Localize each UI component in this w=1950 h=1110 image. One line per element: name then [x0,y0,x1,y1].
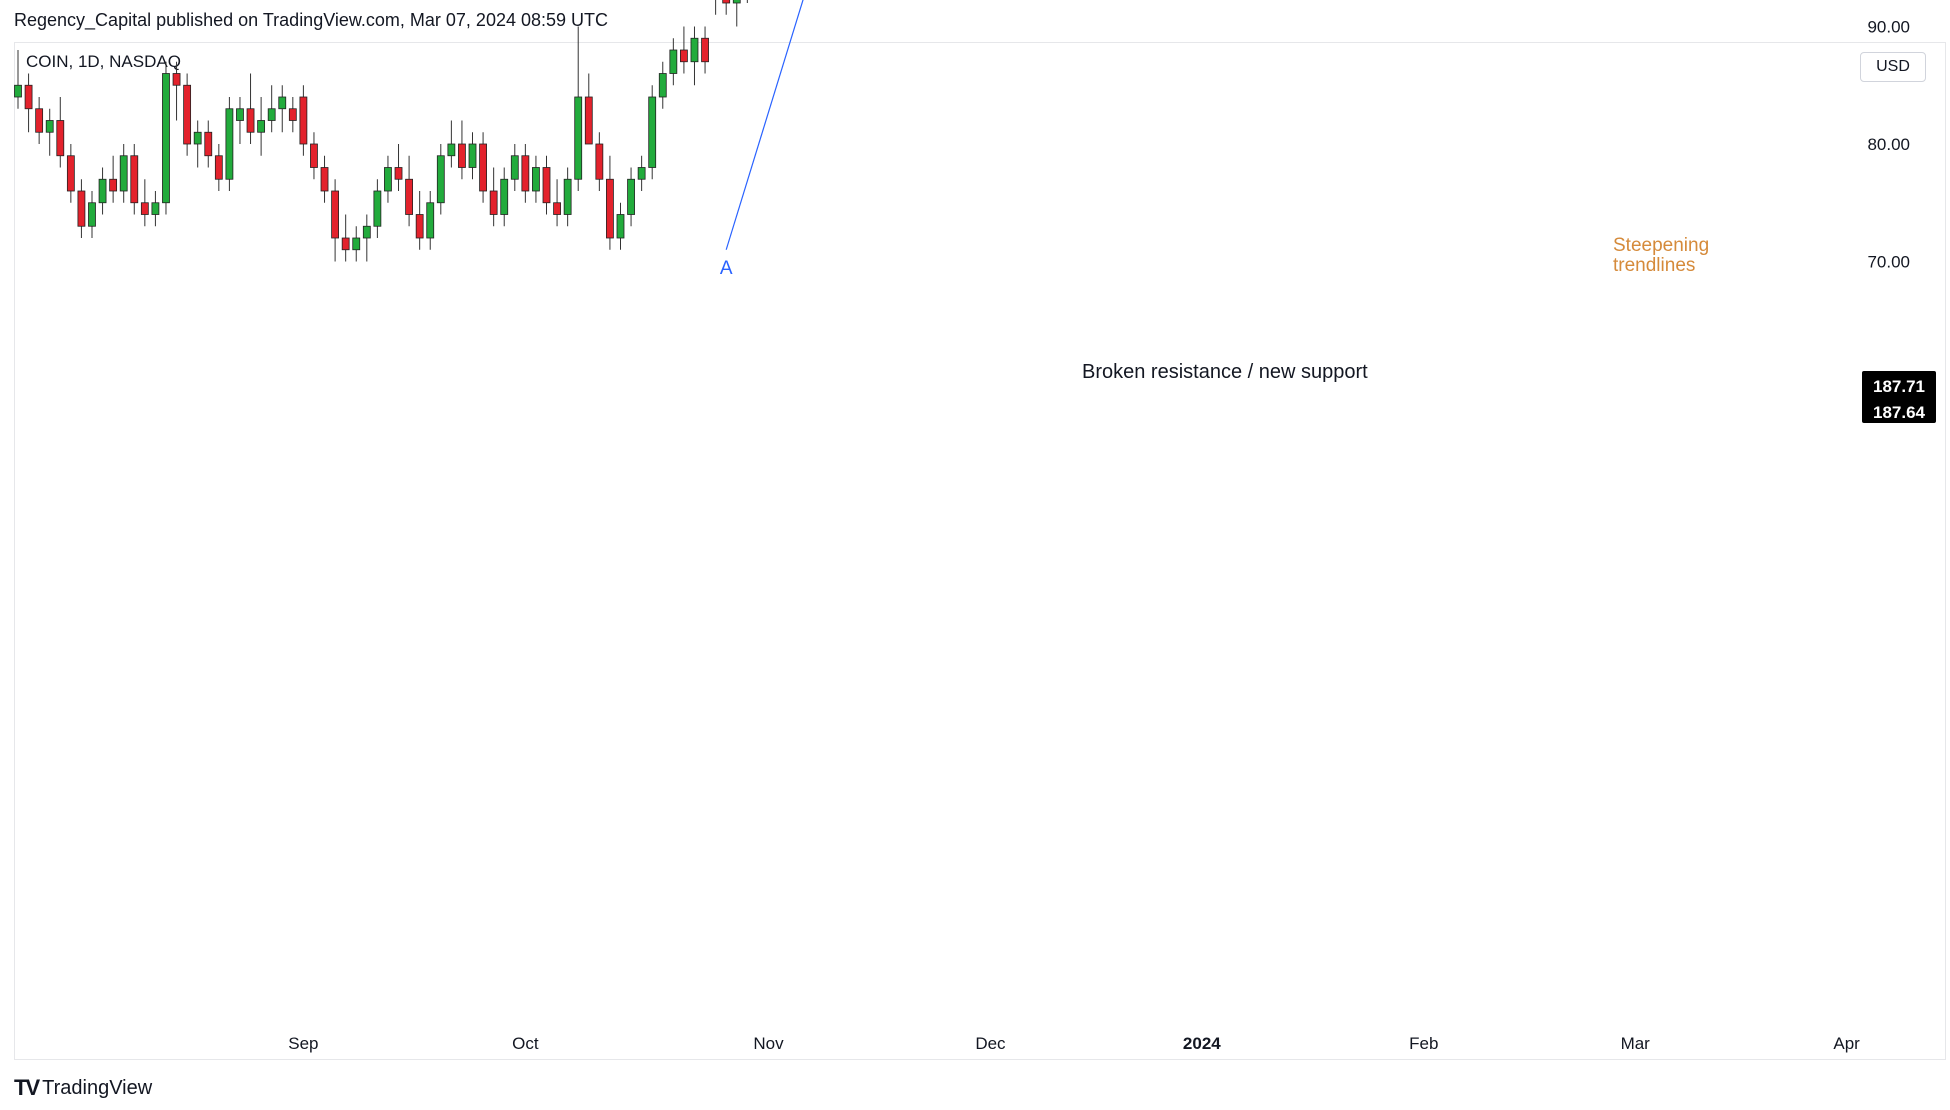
candle [732,0,741,27]
candle-body-down [722,0,731,4]
chart-frame [14,42,1946,1060]
candle [746,0,748,3]
symbol-label[interactable]: COIN, 1D, NASDAQ [26,52,181,71]
price-tick-label: 90.00 [1867,18,1910,37]
candle [715,0,717,15]
tradingview-logo-icon: TV [14,1075,40,1100]
publisher-line: Regency_Capital published on TradingView… [14,10,609,30]
tradingview-brand: TradingView [42,1076,153,1099]
candle-body-up [732,0,741,4]
tradingview-footer: TV TradingView [14,1075,152,1101]
candle [722,0,731,15]
currency-button[interactable]: USD [1860,52,1926,82]
